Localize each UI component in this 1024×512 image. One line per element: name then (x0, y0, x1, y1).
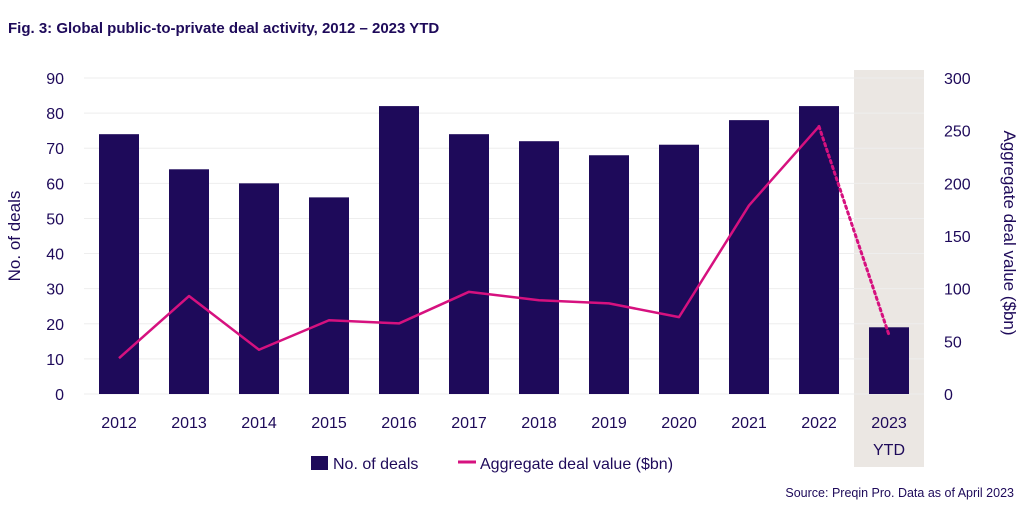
right-axis-tick-label: 50 (944, 334, 962, 351)
category-label: 2019 (591, 415, 627, 432)
category-label: 2021 (731, 415, 767, 432)
left-axis-tick-label: 60 (46, 176, 64, 193)
bar (169, 169, 209, 394)
source-note: Source: Preqin Pro. Data as of April 202… (785, 486, 1014, 500)
right-axis-tick-label: 0 (944, 387, 953, 404)
legend-label-bars: No. of deals (333, 456, 418, 473)
bar (729, 120, 769, 394)
legend-swatch-bars (311, 456, 328, 470)
right-axis-tick-label: 100 (944, 282, 971, 299)
category-label: 2014 (241, 415, 277, 432)
left-axis-tick-label: 10 (46, 352, 64, 369)
bar (99, 134, 139, 394)
right-axis-tick-label: 250 (944, 124, 971, 141)
value-line-solid (118, 125, 820, 360)
bar (659, 144, 699, 394)
left-axis-tick-label: 20 (46, 317, 64, 334)
chart-title: Fig. 3: Global public-to-private deal ac… (8, 20, 440, 37)
left-axis-tick-label: 70 (46, 141, 64, 158)
value-line-dotted (817, 124, 891, 337)
bar (869, 327, 909, 394)
category-label: 2017 (451, 415, 487, 432)
bar (449, 134, 489, 394)
category-label: 2023 (871, 415, 907, 432)
category-label: 2016 (381, 415, 417, 432)
left-axis-tick-label: 80 (46, 106, 64, 123)
right-axis-title: Aggregate deal value ($bn) (1000, 130, 1019, 335)
right-axis-tick-label: 300 (944, 71, 971, 88)
category-label: 2012 (101, 415, 137, 432)
category-label: 2020 (661, 415, 697, 432)
category-label: 2022 (801, 415, 837, 432)
legend-label-line: Aggregate deal value ($bn) (480, 456, 673, 473)
bar (519, 141, 559, 394)
bar (379, 106, 419, 394)
left-axis-tick-label: 90 (46, 71, 64, 88)
right-axis-tick-label: 150 (944, 229, 971, 246)
left-axis-tick-label: 30 (46, 282, 64, 299)
category-label: 2015 (311, 415, 347, 432)
ytd-highlight-band (854, 70, 924, 467)
category-label: 2013 (171, 415, 207, 432)
category-label: 2018 (521, 415, 557, 432)
right-axis-tick-label: 200 (944, 176, 971, 193)
category-label: YTD (873, 442, 905, 459)
bar (309, 197, 349, 394)
left-axis-title: No. of deals (5, 191, 24, 282)
bar (799, 106, 839, 394)
bar (589, 155, 629, 394)
left-axis-tick-label: 50 (46, 211, 64, 228)
left-axis-tick-label: 0 (55, 387, 64, 404)
bar (239, 183, 279, 394)
left-axis-tick-label: 40 (46, 247, 64, 264)
